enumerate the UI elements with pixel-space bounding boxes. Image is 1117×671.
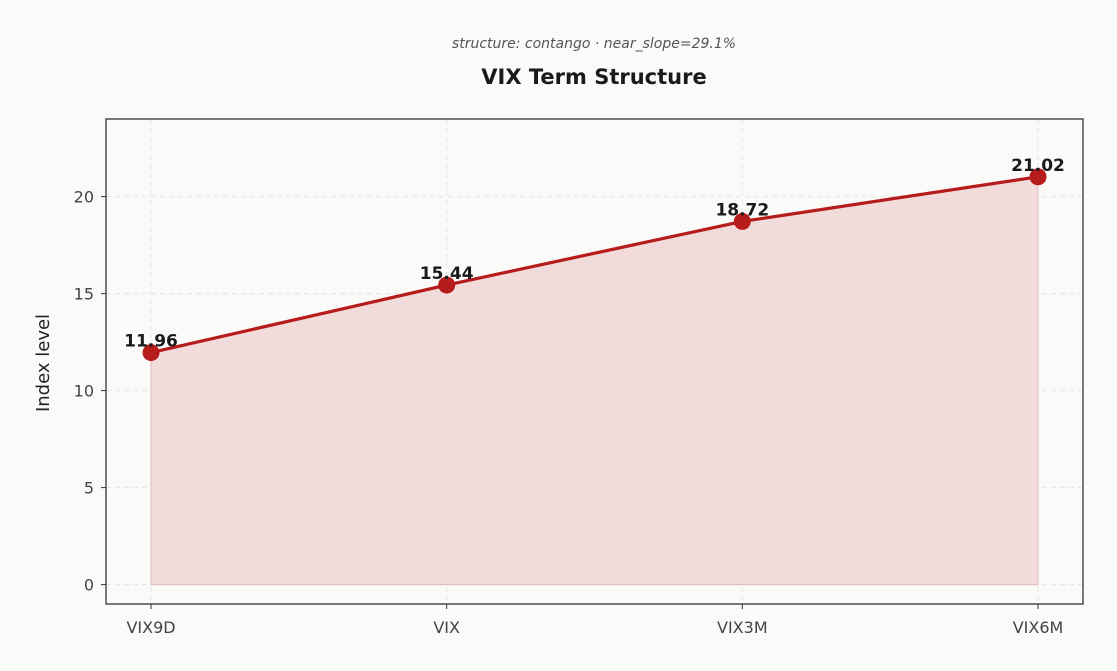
y-tick-label: 10 [74, 382, 94, 401]
y-tick-label: 5 [84, 479, 94, 498]
y-axis-label: Index level [33, 314, 54, 412]
data-point [142, 344, 160, 362]
data-point [733, 212, 751, 230]
label-layer: 11.96 15.44 18.72 21.02 [124, 156, 1065, 352]
chart-subtitle: structure: contango · near_slope=29.1% [452, 36, 736, 52]
chart-title: VIX Term Structure [481, 65, 706, 89]
axis-layer: 0 5 10 15 20 VIX9D VIX VIX3M VIX6M [74, 118, 1084, 637]
area-layer [150, 176, 1039, 586]
data-point [438, 276, 456, 294]
line-layer [150, 175, 1039, 355]
data-label: 11.96 [124, 332, 178, 352]
x-tick-label: VIX [433, 618, 460, 637]
data-point [1029, 168, 1047, 186]
y-tick-label: 20 [74, 188, 94, 207]
x-tick-label: VIX3M [717, 618, 768, 637]
series-area [150, 176, 1039, 586]
y-tick-label: 15 [74, 285, 94, 304]
series-line [150, 175, 1039, 355]
x-tick-label: VIX9D [126, 618, 175, 637]
marker-layer [142, 168, 1047, 362]
data-label: 15.44 [420, 264, 474, 284]
plot-frame [105, 118, 1084, 605]
x-tick-label: VIX6M [1013, 618, 1064, 637]
data-label: 18.72 [715, 200, 769, 220]
data-label: 21.02 [1011, 156, 1065, 176]
y-tick-label: 0 [84, 576, 94, 595]
